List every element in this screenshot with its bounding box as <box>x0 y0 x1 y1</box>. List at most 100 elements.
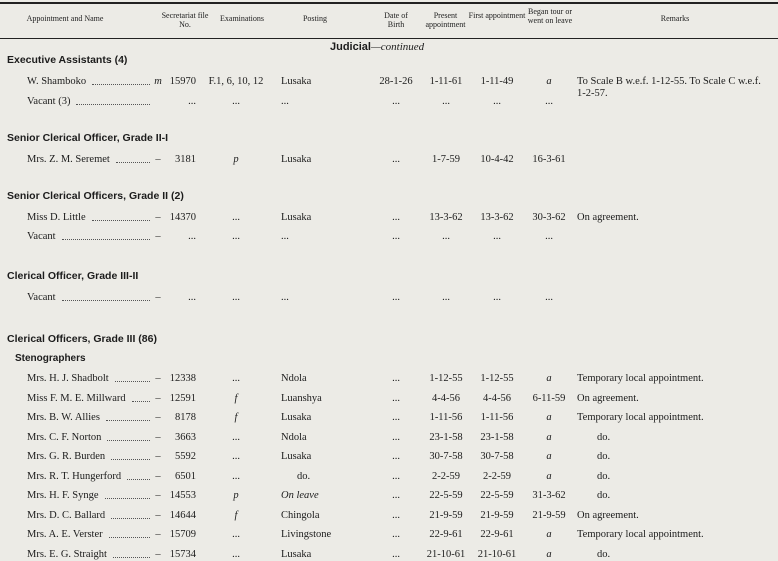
cell-remarks: On agreement. <box>577 392 639 404</box>
cell-posting: Lusaka <box>281 412 312 423</box>
cell-tour: ... <box>545 95 553 107</box>
cell-present: 22-5-59 <box>429 490 463 501</box>
cell-posting: Chingola <box>281 509 320 521</box>
cell-exam: f <box>234 509 238 521</box>
cell-posting: ... <box>281 292 289 303</box>
cell-remarks: On agreement. <box>577 211 639 223</box>
dot-leader <box>111 517 150 519</box>
cell-tour: ... <box>545 231 553 242</box>
person-name: Mrs. E. G. Straight <box>27 548 107 560</box>
cell-first: 22-5-59 <box>480 490 514 501</box>
person-name: Mrs. Z. M. Seremet <box>27 153 110 165</box>
cell-remarks: do. <box>597 548 611 560</box>
cell-exam: ... <box>232 470 240 482</box>
cell-present: ... <box>442 292 450 303</box>
cell-remarks: On agreement. <box>577 509 639 521</box>
cell-first: ... <box>493 292 501 303</box>
cell-exam: F.1, 6, 10, 12 <box>208 76 264 87</box>
group-title: Senior Clerical Officer, Grade II-I <box>7 131 169 144</box>
cell-present: 1-11-61 <box>429 76 463 87</box>
column-header: Remarks <box>660 14 690 23</box>
cell-dob: ... <box>392 509 400 521</box>
cell-file: 12591 <box>169 392 196 404</box>
person-name: Vacant <box>27 292 56 303</box>
dot-leader <box>61 239 150 240</box>
cell-tour: 31-3-62 <box>532 490 566 501</box>
person-name: W. Shamboko <box>27 76 87 87</box>
cell-tour: a <box>546 470 552 482</box>
cell-present: 4-4-56 <box>432 392 460 404</box>
group-title: Executive Assistants (4) <box>7 54 128 66</box>
cell-remarks: do. <box>597 490 611 501</box>
cell-present: 1-7-59 <box>432 153 460 165</box>
cell-present: 22-9-61 <box>429 529 463 540</box>
dot-leader <box>114 381 150 382</box>
cell-first: 4-4-56 <box>483 392 511 404</box>
group-title: Clerical Officers, Grade III (86) <box>7 333 157 345</box>
cell-exam: ... <box>232 211 240 223</box>
column-header: Secretariat file No. <box>161 11 209 29</box>
header-rule <box>0 38 778 39</box>
cell-remarks: do. <box>597 431 611 443</box>
cell-exam: f <box>234 392 238 404</box>
cell-tour: 30-3-62 <box>532 211 566 223</box>
cell-tour: 16-3-61 <box>532 153 566 165</box>
cell-dob: ... <box>392 211 400 223</box>
cell-dob: ... <box>392 431 400 443</box>
dot-leader <box>61 300 150 301</box>
column-header: Appointment and Name <box>26 14 104 23</box>
cell-exam: ... <box>232 529 240 540</box>
cell-first: 30-7-58 <box>480 451 514 462</box>
cell-posting: Livingstone <box>281 529 332 540</box>
cell-first: 2-2-59 <box>483 470 511 482</box>
column-header: Began tour or went on leave <box>527 7 573 25</box>
cell-file: 14370 <box>169 211 196 223</box>
cell-posting: On leave <box>281 490 319 501</box>
cell-tour: 21-9-59 <box>532 509 566 521</box>
cell-dob: 28-1-26 <box>379 76 413 87</box>
cell-file: ... <box>188 231 196 242</box>
column-header: First appointment <box>468 11 526 20</box>
cell-file: ... <box>188 95 196 107</box>
cell-marker: – <box>155 529 161 540</box>
cell-file: 5592 <box>175 451 196 462</box>
cell-marker: – <box>155 392 161 404</box>
cell-tour: a <box>546 373 552 384</box>
cell-file: 15734 <box>169 548 196 560</box>
person-name: Miss D. Little <box>27 211 86 223</box>
cell-tour: a <box>546 451 552 462</box>
person-name: Mrs. G. R. Burden <box>27 451 106 462</box>
person-name: Vacant <box>27 231 56 242</box>
person-name: Mrs. B. W. Allies <box>27 412 100 423</box>
cell-first: 1-12-55 <box>480 373 514 384</box>
cell-marker: – <box>155 451 161 462</box>
cell-tour: a <box>546 548 552 560</box>
cell-first: 23-1-58 <box>480 431 514 443</box>
cell-dob: ... <box>392 529 400 540</box>
column-header: Present appointment <box>425 11 466 29</box>
cell-remarks: Temporary local appointment. <box>577 373 704 384</box>
cell-first: 22-9-61 <box>480 529 514 540</box>
cell-posting: Lusaka <box>281 451 312 462</box>
cell-marker: – <box>155 412 161 423</box>
cell-file: 6501 <box>175 470 196 482</box>
person-name: Mrs. R. T. Hungerford <box>27 470 122 482</box>
cell-present: ... <box>442 231 450 242</box>
column-header: Examinations <box>220 14 264 23</box>
cell-marker: – <box>155 153 161 165</box>
cell-present: 1-11-56 <box>429 412 463 423</box>
person-name: Mrs. H. F. Synge <box>27 490 99 501</box>
cell-dob: ... <box>392 392 400 404</box>
cell-present: 1-12-55 <box>429 373 463 384</box>
cell-dob: ... <box>392 412 400 423</box>
cell-posting: Ndola <box>281 431 307 443</box>
cell-exam: ... <box>232 373 240 384</box>
cell-dob: ... <box>392 153 400 165</box>
cell-first: 21-9-59 <box>480 509 514 521</box>
cell-first: ... <box>493 95 501 107</box>
dot-leader <box>105 420 150 421</box>
cell-exam: p <box>233 490 239 501</box>
cell-exam: p <box>233 153 239 165</box>
cell-exam: ... <box>232 431 240 443</box>
